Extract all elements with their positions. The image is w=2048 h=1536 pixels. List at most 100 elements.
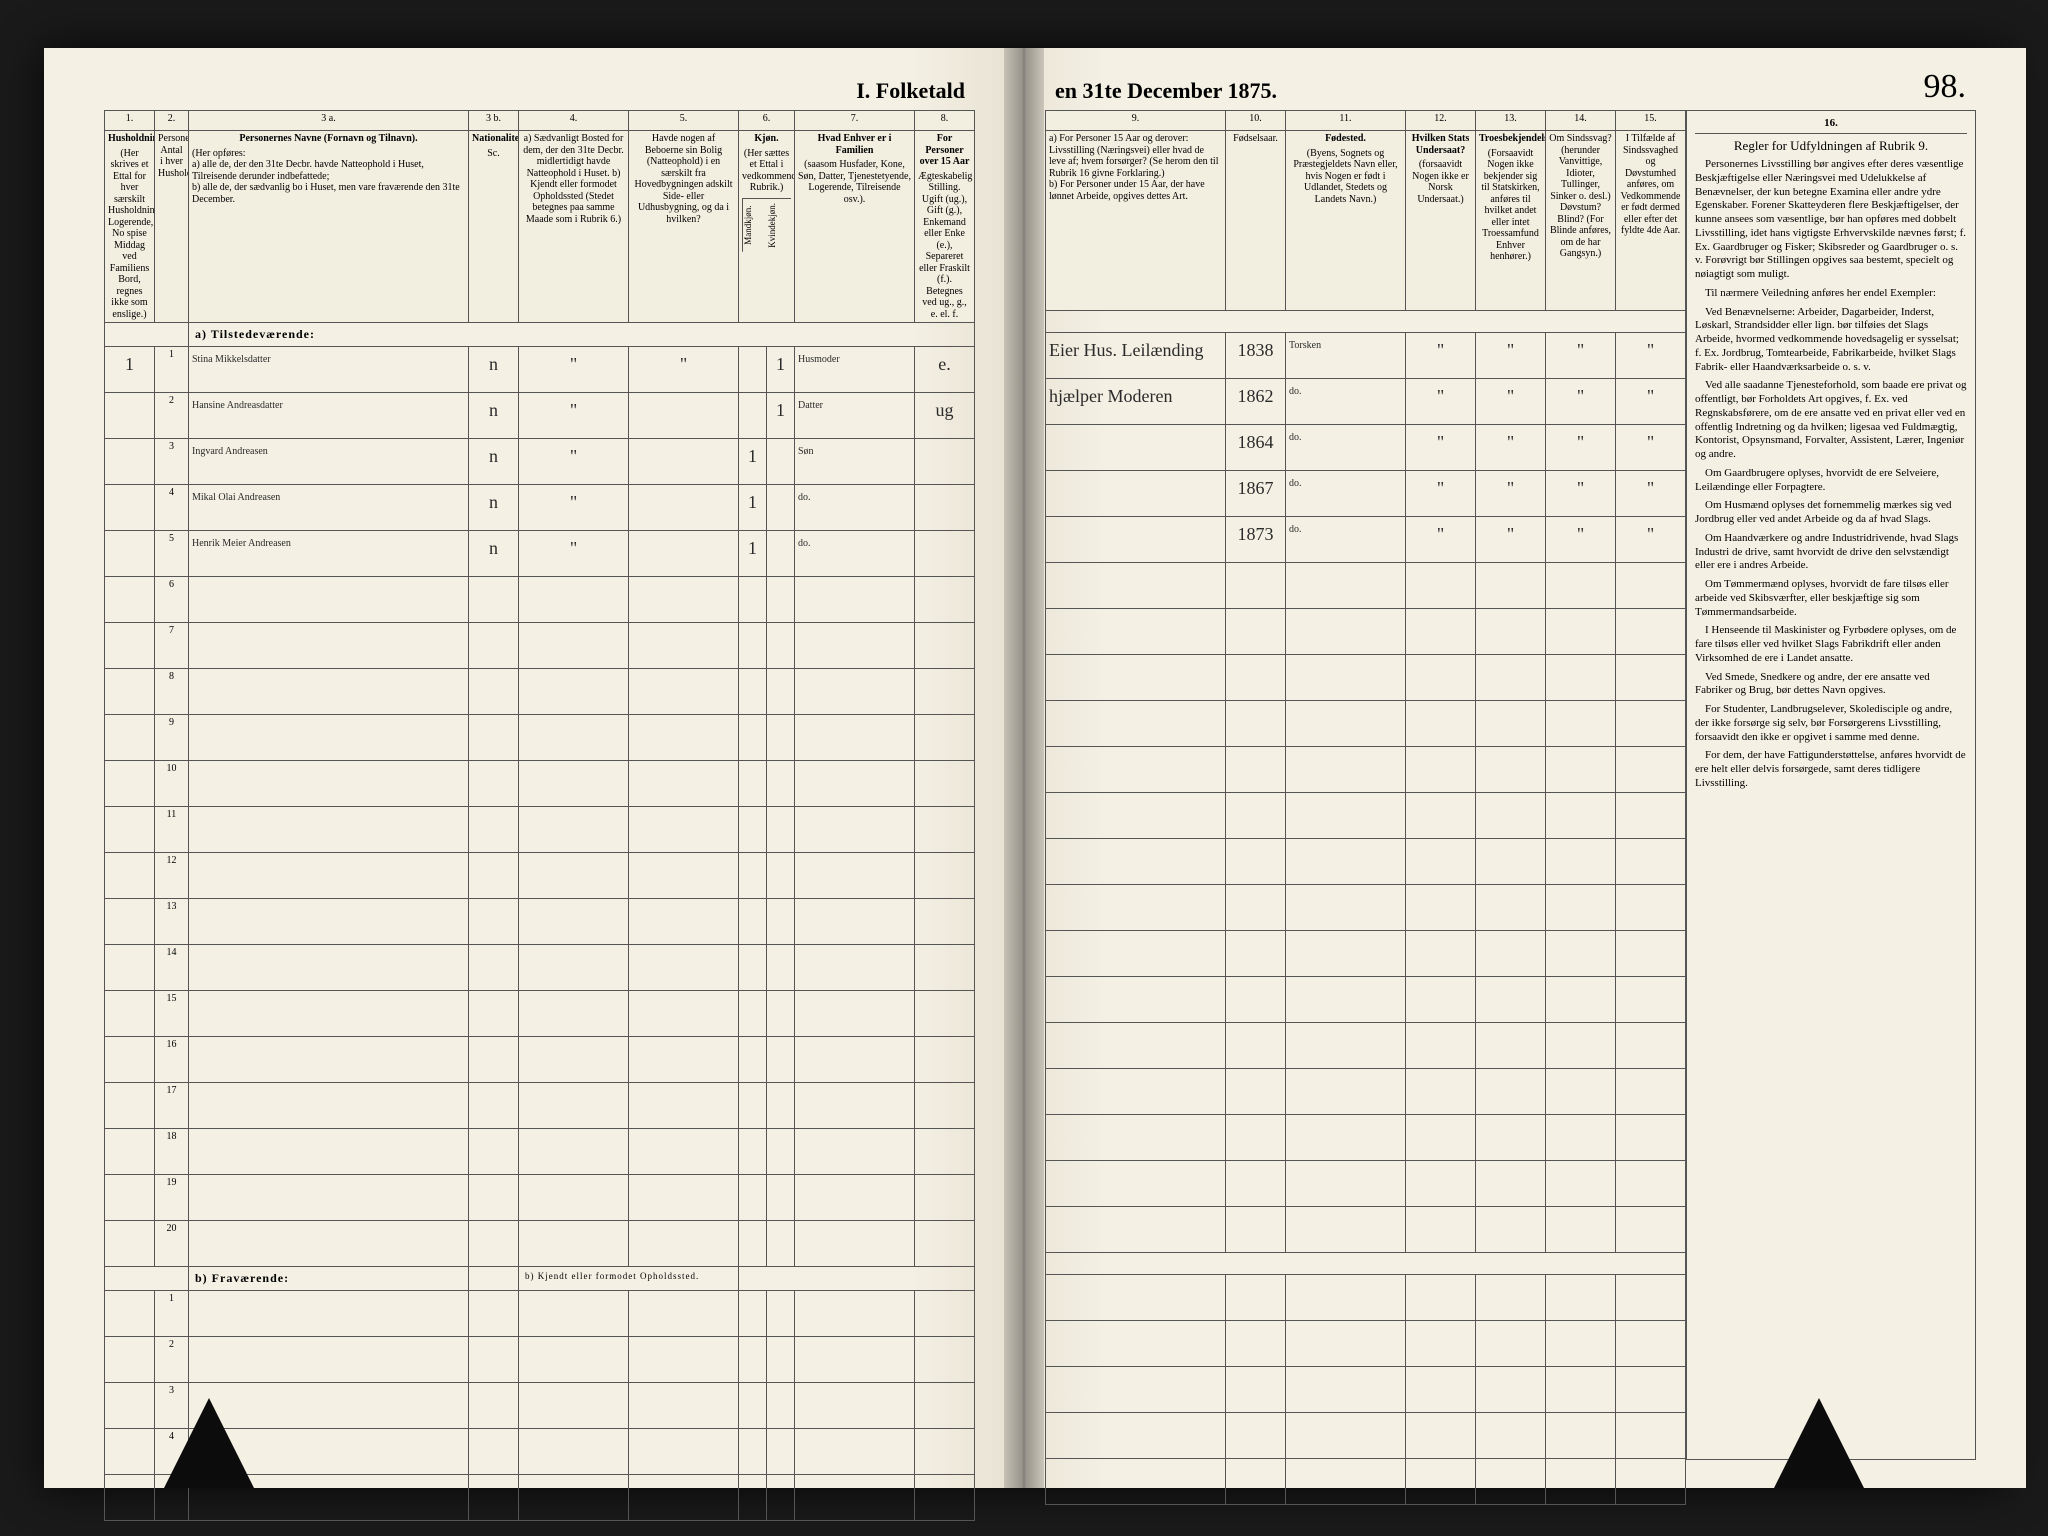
hdr-7: Hvad Enhver er i Familien(saasom Husfade…	[795, 131, 915, 323]
section-a: a) Tilstedeværende:	[189, 323, 975, 347]
col-14: 14.	[1546, 111, 1616, 131]
table-row	[1046, 1459, 1686, 1505]
table-row	[1046, 977, 1686, 1023]
table-row	[1046, 747, 1686, 793]
rules-paragraph: Om Haandværkere og andre Industridrivend…	[1695, 532, 1967, 573]
title-right: en 31te December 1875.	[1045, 78, 1976, 104]
hdr-14: Om Sindssvag? (herunder Vanvittige, Idio…	[1546, 131, 1616, 311]
right-page: 98. en 31te December 1875. 9. 10. 11. 12…	[1005, 48, 2026, 1488]
left-table: 1. 2. 3 a. 3 b. 4. 5. 6. 7. 8. Husholdni…	[104, 110, 975, 1521]
left-page: I. Folketald 1. 2. 3 a. 3 b. 4. 5. 6. 7.…	[44, 48, 1005, 1488]
rules-paragraph: Om Husmænd oplyses det fornemmelig mærke…	[1695, 499, 1967, 527]
table-row: 16	[105, 1037, 975, 1083]
table-row: 13	[105, 899, 975, 945]
col-15: 15.	[1616, 111, 1686, 131]
table-row: 3	[105, 1383, 975, 1429]
rules-paragraph: I Henseende til Maskinister og Fyrbødere…	[1695, 624, 1967, 665]
hdr-8: For Personer over 15 AarÆgteskabelig Sti…	[915, 131, 975, 323]
table-row: hjælper Moderen 1862 do. " " " "	[1046, 379, 1686, 425]
col-10: 10.	[1226, 111, 1286, 131]
table-row: 14	[105, 945, 975, 991]
col-12: 12.	[1406, 111, 1476, 131]
table-row: 9	[105, 715, 975, 761]
table-row: 11	[105, 807, 975, 853]
col-11: 11.	[1286, 111, 1406, 131]
table-row	[1046, 655, 1686, 701]
table-row: 12	[105, 853, 975, 899]
table-row: 1867 do. " " " "	[1046, 471, 1686, 517]
rules-column: 16. Regler for Udfyldningen af Rubrik 9.…	[1686, 110, 1976, 1460]
col-3b: 3 b.	[469, 111, 519, 131]
census-ledger-book: I. Folketald 1. 2. 3 a. 3 b. 4. 5. 6. 7.…	[44, 48, 2004, 1488]
table-row: 5 Henrik Meier Andreasen n " 1 do.	[105, 531, 975, 577]
col-5: 5.	[629, 111, 739, 131]
table-row	[1046, 1413, 1686, 1459]
hdr-9: a) For Personer 15 Aar og derover: Livss…	[1046, 131, 1226, 311]
table-row	[1046, 793, 1686, 839]
table-row: 1	[105, 1291, 975, 1337]
hdr-5: Havde nogen af Beboerne sin Bolig (Natte…	[629, 131, 739, 323]
table-row	[1046, 931, 1686, 977]
table-row: 3 Ingvard Andreasen n " 1 Søn	[105, 439, 975, 485]
hdr-15: I Tilfælde af Sindssvaghed og Døvstumhed…	[1616, 131, 1686, 311]
table-row: 17	[105, 1083, 975, 1129]
table-row: 2	[105, 1337, 975, 1383]
hdr-1: Husholdninger.(Her skrives et Ettal for …	[105, 131, 155, 323]
table-row	[1046, 609, 1686, 655]
table-row: 4 Mikal Olai Andreasen n " 1 do.	[105, 485, 975, 531]
col-8: 8.	[915, 111, 975, 131]
table-row: 2 Hansine Andreasdatter n " 1 Datter ug	[105, 393, 975, 439]
col-13: 13.	[1476, 111, 1546, 131]
table-row	[1046, 1023, 1686, 1069]
hdr-10: Fødselsaar.	[1226, 131, 1286, 311]
rules-paragraph: Ved Smede, Snedkere og andre, der ere an…	[1695, 671, 1967, 699]
table-row	[1046, 1161, 1686, 1207]
rules-paragraph: For dem, der have Fattigunderstøttelse, …	[1695, 749, 1967, 790]
hdr-6: Kjøn.(Her sættes et Ettal i vedkommende …	[739, 131, 795, 323]
hdr-4: a) Sædvanligt Bosted for dem, der den 31…	[519, 131, 629, 323]
right-table: 9. 10. 11. 12. 13. 14. 15. a) For Person…	[1045, 110, 1686, 1505]
table-row: 6	[105, 577, 975, 623]
table-row: 8	[105, 669, 975, 715]
table-row: 18	[105, 1129, 975, 1175]
table-row: 15	[105, 991, 975, 1037]
table-row: 19	[105, 1175, 975, 1221]
hdr-3a: Personernes Navne (Fornavn og Tilnavn).(…	[189, 131, 469, 323]
hdr-13: Troesbekjendelse.(Forsaavidt Nogen ikke …	[1476, 131, 1546, 311]
table-row: 7	[105, 623, 975, 669]
hdr-2: Personernes Antal i hver Husholdning.	[155, 131, 189, 323]
section-b: b) Fraværende:	[189, 1267, 469, 1291]
hdr-12: Hvilken Stats Undersaat?(forsaavidt Noge…	[1406, 131, 1476, 311]
table-row	[1046, 885, 1686, 931]
table-row	[1046, 1321, 1686, 1367]
rules-paragraph: Personernes Livsstilling bør angives eft…	[1695, 158, 1967, 282]
col-2: 2.	[155, 111, 189, 131]
table-row	[1046, 1069, 1686, 1115]
col-9: 9.	[1046, 111, 1226, 131]
col-1: 1.	[105, 111, 155, 131]
rules-title: Regler for Udfyldningen af Rubrik 9.	[1695, 138, 1967, 154]
table-row	[1046, 701, 1686, 747]
table-row: 10	[105, 761, 975, 807]
table-row: 1864 do. " " " "	[1046, 425, 1686, 471]
table-row: 20	[105, 1221, 975, 1267]
table-row	[1046, 1367, 1686, 1413]
table-row: 1 1 Stina Mikkelsdatter n " " 1 Husmoder…	[105, 347, 975, 393]
table-row: 1873 do. " " " "	[1046, 517, 1686, 563]
rules-paragraph: Om Gaardbrugere oplyses, hvorvidt de ere…	[1695, 467, 1967, 495]
page-number: 98.	[1924, 68, 1967, 106]
table-row	[1046, 839, 1686, 885]
rules-paragraph: Ved alle saadanne Tjenesteforhold, som b…	[1695, 379, 1967, 462]
rules-paragraph: Om Tømmermænd oplyses, hvorvidt de fare …	[1695, 578, 1967, 619]
hdr-11: Fødested.(Byens, Sognets og Præstegjelde…	[1286, 131, 1406, 311]
col-4: 4.	[519, 111, 629, 131]
table-row	[1046, 1275, 1686, 1321]
title-left: I. Folketald	[104, 78, 975, 104]
table-row	[1046, 1115, 1686, 1161]
rules-paragraph: Ved Benævnelserne: Arbeider, Dagarbeider…	[1695, 306, 1967, 375]
col-3a: 3 a.	[189, 111, 469, 131]
rules-paragraph: For Studenter, Landbrugselever, Skoledis…	[1695, 703, 1967, 744]
table-row	[1046, 563, 1686, 609]
table-row: Eier Hus. Leilænding 1838 Torsken " " " …	[1046, 333, 1686, 379]
rules-paragraph: Til nærmere Veiledning anføres her endel…	[1695, 287, 1967, 301]
